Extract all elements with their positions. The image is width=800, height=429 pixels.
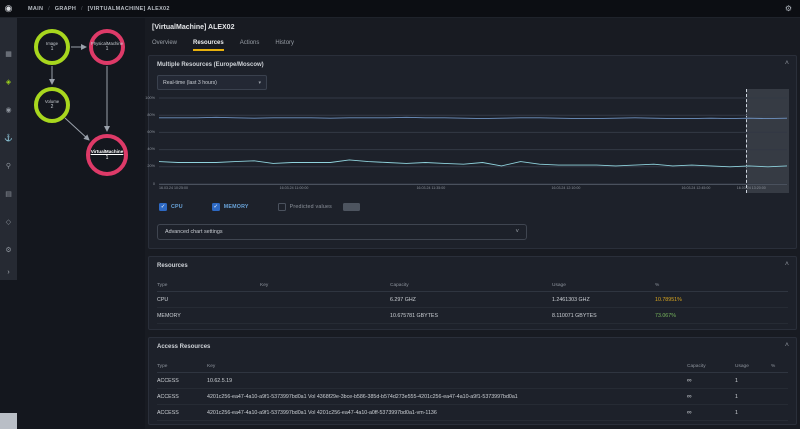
panel-title: Access Resources [157,344,210,350]
breadcrumb-main[interactable]: MAIN [28,6,43,12]
advanced-settings-label: Advanced chart settings [165,229,515,235]
x-axis-labels: 16.03.24 10:25:00 16.03.24 11:00:00 16.03.… [159,186,787,194]
tab-history[interactable]: History [275,40,294,51]
cpu-checkbox[interactable]: ✓ CPU [159,203,183,211]
x-tick-label: 16.03.24 12:10:00 [551,186,580,190]
checkbox-unchecked-icon [278,203,286,211]
tab-actions[interactable]: Actions [240,40,260,51]
predicted-values-checkbox[interactable]: Predicted values [278,203,332,211]
y-tick-label: 0 [153,182,155,186]
search-icon[interactable]: ⚲ [0,152,17,180]
sidebar-expand-icon[interactable]: › [7,269,9,276]
x-tick-label: 16.03.24 11:35:00 [417,186,446,190]
graph-node-virtualmachine[interactable]: VirtualMachine 1 [86,134,128,176]
multiple-resources-panel: Multiple Resources (Europe/Moscow) ˄ Rea… [148,55,797,249]
gear-icon[interactable]: ⚙ [0,236,17,264]
chart-legend: ✓ CPU ✓ MEMORY Predicted values [159,203,360,211]
app-root: ◉ MAIN / GRAPH / [VIRTUALMACHINE] ALEX02… [0,0,800,429]
user-settings-icon[interactable]: ⚙ [785,4,792,13]
collapse-panel-icon[interactable]: ˄ [785,342,789,349]
node-count: 1 [51,46,54,53]
node-count: 1 [106,155,109,162]
checkbox-checked-icon: ✓ [159,203,167,211]
anchor-icon[interactable]: ⚓ [0,124,17,152]
breadcrumb-current: [VIRTUALMACHINE] ALEX02 [88,6,170,12]
graph-node-volume[interactable]: Volume 2 [34,87,70,123]
infinity-icon: ∞ [687,410,735,416]
page-title: [VirtualMachine] ALEX02 [152,24,234,31]
caret-down-icon: ▾ [258,80,261,86]
breadcrumb-graph[interactable]: GRAPH [55,6,76,12]
table-row-memory: MEMORY 10.675781 GBYTES 8.110071 GBYTES … [157,308,788,324]
node-count: 1 [106,46,109,53]
table-row: ACCESS 4201c256-ea47-4a10-a9f1-5373997bd… [157,405,788,421]
list-icon[interactable]: ▤ [0,180,17,208]
breadcrumb-separator: / [81,6,83,12]
table-row: ACCESS 10.62.5.19 ∞ 1 [157,373,788,389]
memory-checkbox[interactable]: ✓ MEMORY [212,203,249,211]
chart-lines-svg [159,98,787,184]
chart-plot [159,98,787,184]
topbar: ◉ MAIN / GRAPH / [VIRTUALMACHINE] ALEX02… [0,0,800,18]
collapse-panel-icon[interactable]: ˄ [785,261,789,268]
table-row: ACCESS 4201c256-ea47-4a10-a9f1-5373997bd… [157,389,788,405]
breadcrumb: MAIN / GRAPH / [VIRTUALMACHINE] ALEX02 [28,6,170,12]
tab-resources[interactable]: Resources [193,40,224,51]
y-tick-label: 60% [147,130,155,134]
monitor-icon[interactable]: ◉ [0,96,17,124]
predicted-color-swatch [343,203,360,211]
storage-icon[interactable]: ◇ [0,208,17,236]
checkbox-checked-icon: ✓ [212,203,220,211]
access-resources-panel: Access Resources ˄ Type Key Capacity Usa… [148,337,797,425]
panel-title: Resources [157,263,188,269]
x-tick-label: 16.03.24 10:25:00 [159,186,188,190]
node-count: 2 [51,104,54,111]
x-axis-line [159,184,787,185]
sidebar: ▦ ◈ ◉ ⚓ ⚲ ▤ ◇ ⚙ › [0,18,17,280]
graph-node-image[interactable]: Image 1 [34,29,70,65]
breadcrumb-separator: / [48,6,50,12]
table-row-cpu: CPU 6.297 GHZ 1.2461303 GHZ 10.78951% [157,292,788,308]
infinity-icon: ∞ [687,378,735,384]
y-tick-label: 100% [145,96,155,100]
resources-table: Type Key Capacity Usage % CPU 6.297 GHZ … [157,279,788,324]
main-content: [VirtualMachine] ALEX02 Overview Resourc… [145,18,800,429]
time-range-select[interactable]: Real-time (last 3 hours) ▾ [157,75,267,90]
sidebar-footer-block[interactable] [0,413,17,429]
advanced-chart-settings-select[interactable]: Advanced chart settings ˅ [157,224,527,240]
cpu-legend-label: CPU [171,204,183,210]
dashboard-icon[interactable]: ▦ [0,40,17,68]
table-header-row: Type Key Capacity Usage % [157,279,788,292]
tab-bar: Overview Resources Actions History [152,40,294,51]
panel-title: Multiple Resources (Europe/Moscow) [157,62,264,68]
table-header-row: Type Key Capacity Usage % [157,360,788,373]
access-resources-table: Type Key Capacity Usage % ACCESS 10.62.5… [157,360,788,421]
time-range-value: Real-time (last 3 hours) [163,80,258,86]
y-tick-label: 80% [147,113,155,117]
resources-panel: Resources ˄ Type Key Capacity Usage % CP… [148,256,797,330]
x-tick-label: 16.03.24 13:20:00 [737,186,766,190]
chevron-down-icon: ˅ [515,229,519,235]
graph-node-physicalmachine[interactable]: PhysicalMachine 1 [89,29,125,65]
predicted-values-label: Predicted values [290,204,332,210]
tab-overview[interactable]: Overview [152,40,177,51]
x-tick-label: 16.03.24 12:45:00 [681,186,710,190]
app-logo-icon[interactable]: ◉ [0,3,17,14]
infinity-icon: ∞ [687,394,735,400]
collapse-panel-icon[interactable]: ˄ [785,60,789,67]
memory-legend-label: MEMORY [224,204,249,210]
graph-icon[interactable]: ◈ [0,68,17,96]
graph-panel: Image 1 PhysicalMachine 1 Volume 2 Virtu… [17,18,145,429]
y-axis-labels: 0 20% 40% 60% 80% 100% [147,98,157,184]
x-tick-label: 16.03.24 11:00:00 [280,186,309,190]
y-tick-label: 40% [147,147,155,151]
y-tick-label: 20% [147,164,155,168]
